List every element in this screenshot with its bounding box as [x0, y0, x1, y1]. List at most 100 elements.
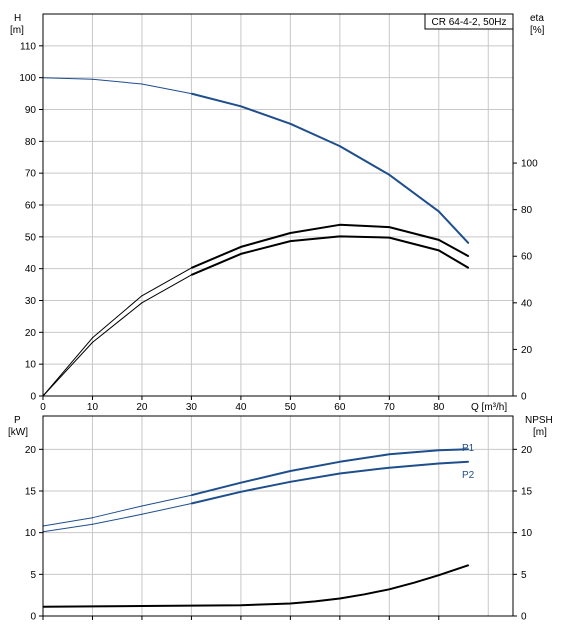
series-head-point — [141, 83, 143, 85]
series-head-point — [467, 242, 470, 244]
series-P1-point — [339, 461, 341, 463]
series-eta-thin-point — [289, 232, 291, 234]
series-P1-point — [240, 482, 242, 484]
series-NPSH-point — [314, 600, 316, 603]
top-y-tick-label-left: 10 — [25, 360, 37, 371]
series-head-point — [91, 78, 94, 80]
top-y-tick-label-left: 40 — [25, 264, 37, 275]
series-NPSH-point — [141, 605, 143, 607]
series-P1-point — [190, 494, 192, 496]
top-y-tick-label-left: 70 — [25, 169, 37, 180]
top-y-tick-label-left: 100 — [19, 73, 36, 84]
series-P2-point — [240, 491, 242, 493]
top-chart-curves — [42, 77, 470, 397]
series-head-point — [240, 105, 242, 107]
series-eta-thin-point — [467, 255, 470, 257]
series-head-line — [42, 77, 469, 244]
series-eta-thick-point — [438, 249, 440, 251]
series-NPSH-point — [467, 564, 470, 566]
bottom-ylabel-right-line1: NPSH — [525, 415, 553, 426]
top-y-tick-label-left: 20 — [25, 328, 37, 339]
x-tick-label: 70 — [384, 402, 396, 413]
series-eta-thin-point — [91, 337, 94, 339]
series-NPSH-point — [289, 602, 291, 605]
series-head-operating-range — [191, 92, 470, 244]
bottom-y-tick-label-right: 5 — [521, 570, 527, 581]
bottom-ylabel-left-line1: P — [14, 415, 21, 426]
top-y-tick-label-right: 80 — [521, 205, 533, 216]
x-tick-label: 10 — [87, 402, 99, 413]
series-NPSH-point — [413, 582, 415, 584]
series-eta-thin-point — [190, 267, 192, 269]
top-y-tick-label-left: 110 — [20, 41, 36, 52]
series-P1-point — [438, 449, 440, 451]
series-P2-point — [91, 523, 94, 525]
series-eta-thin-point — [438, 239, 440, 241]
bottom-y-tick-label-left: 20 — [25, 445, 37, 456]
x-tick-label: 50 — [285, 402, 297, 413]
series-head-point — [388, 174, 390, 176]
legend-p1: P1 — [462, 443, 475, 454]
series-P1-point — [141, 505, 143, 507]
bottom-ylabel-right-line2: [m] — [533, 427, 547, 438]
series-eta-thin-point — [141, 295, 143, 297]
bottom-chart-frame — [42, 415, 514, 617]
series-eta-thick-point — [91, 341, 94, 343]
top-y-tick-label-right: 40 — [521, 298, 533, 309]
series-eta-thick-point — [141, 302, 143, 304]
series-NPSH-point — [388, 588, 390, 590]
top-y-tick-label-right: 100 — [521, 159, 538, 170]
top-y-tick-label-left: 50 — [25, 232, 37, 243]
series-eta-thick-point — [190, 274, 192, 276]
legend-p2: P2 — [462, 470, 475, 481]
series-NPSH-point — [364, 593, 366, 595]
x-tick-label: 60 — [334, 402, 346, 413]
series-P2-point — [141, 513, 143, 515]
top-ylabel-right-line2: [%] — [530, 25, 545, 36]
top-ylabel-right-line1: eta — [530, 13, 544, 24]
series-eta-thick-point — [467, 267, 470, 269]
series-P2-point — [339, 472, 341, 475]
series-NPSH-point — [240, 604, 242, 606]
top-chart-grid — [42, 14, 513, 397]
bottom-y-tick-label-left: 0 — [30, 612, 36, 623]
top-chart-frame — [42, 13, 514, 397]
series-P2-point — [289, 481, 291, 483]
x-tick-label: 80 — [433, 402, 445, 413]
top-ylabel-left-line1: H — [14, 13, 21, 24]
bottom-y-tick-label-right: 20 — [521, 445, 533, 456]
series-head-point — [190, 93, 192, 95]
series-P1-point — [289, 470, 291, 472]
series-NPSH-point — [339, 597, 341, 600]
bottom-ylabel-left-line2: [kW] — [8, 427, 28, 438]
bottom-y-tick-label-left: 10 — [25, 528, 37, 539]
top-y-tick-label-left: 80 — [25, 137, 37, 148]
series-P2-point — [438, 462, 440, 465]
series-P1-operating-range — [191, 448, 469, 497]
top-y-tick-label-left: 0 — [30, 392, 36, 403]
series-NPSH-point — [91, 605, 94, 608]
top-chart-ticks: 0 10 20 30 40 50 60 70 80 0 10 20 30 40 50 60 70 80 90 100 1… — [19, 41, 538, 413]
series-P2-point — [190, 502, 192, 505]
series-P1-point — [467, 448, 470, 450]
series-NPSH-point — [190, 605, 192, 607]
series-P1-line — [42, 448, 469, 527]
series-eta-thick-point — [289, 240, 291, 242]
x-tick-label: 40 — [235, 402, 247, 413]
chart-title: CR 64-4-2, 50Hz — [431, 17, 506, 28]
bottom-y-tick-label-left: 5 — [30, 570, 36, 581]
bottom-y-tick-label-right: 0 — [521, 612, 527, 623]
bottom-chart-ticks: 0 5 10 15 20 0 5 10 15 20 — [25, 445, 533, 623]
series-NPSH-line — [42, 564, 469, 608]
top-xlabel: Q [m³/h] — [471, 402, 507, 413]
series-head-point — [289, 123, 291, 125]
series-eta-thin-point — [240, 246, 242, 248]
series-eta-thick-point — [339, 235, 341, 237]
x-tick-label: 0 — [40, 402, 46, 413]
series-P1-point — [91, 517, 94, 519]
top-y-tick-label-left: 90 — [25, 105, 37, 116]
bottom-chart-curves — [42, 448, 470, 608]
bottom-y-tick-label-right: 10 — [521, 528, 533, 539]
series-eta-thin-point — [339, 224, 341, 226]
